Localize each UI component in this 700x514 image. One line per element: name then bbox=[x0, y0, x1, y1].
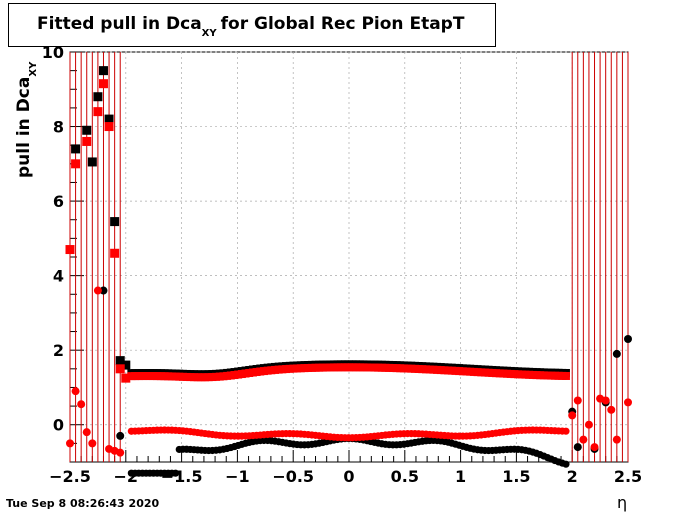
y-tick-label: 2 bbox=[53, 341, 64, 360]
x-tick-label: 0.5 bbox=[391, 467, 419, 486]
data-point-square-red bbox=[93, 107, 103, 117]
data-point-square-red bbox=[104, 122, 114, 132]
data-point-circle-red bbox=[584, 420, 593, 429]
data-point-square-black bbox=[98, 66, 108, 76]
data-point-circle-red bbox=[71, 387, 80, 396]
x-tick-label: −2.5 bbox=[49, 467, 91, 486]
data-point-square-red bbox=[82, 136, 92, 146]
data-point-circle-red bbox=[601, 396, 610, 405]
y-axis-label: pull in DcaXY bbox=[14, 61, 39, 178]
data-point-circle-red bbox=[88, 439, 97, 448]
data-point-circle-red bbox=[568, 411, 577, 420]
data-point-circle-red bbox=[93, 286, 102, 295]
y-tick-label: 10 bbox=[42, 43, 64, 62]
x-tick-label: −0.5 bbox=[272, 467, 314, 486]
data-point-circle-red bbox=[77, 400, 86, 409]
data-point-square-black bbox=[104, 114, 114, 124]
timestamp: Tue Sep 8 08:26:43 2020 bbox=[6, 497, 160, 510]
data-point-circle-black bbox=[612, 349, 621, 358]
data-point-circle-red bbox=[82, 428, 91, 437]
data-point-square-black bbox=[82, 125, 92, 135]
data-point-circle-red bbox=[607, 405, 616, 414]
chart-title: Fitted pull in DcaXY for Global Rec Pion … bbox=[37, 14, 465, 39]
data-point-circle-black bbox=[171, 469, 180, 477]
data-point-square-red bbox=[71, 159, 81, 169]
data-point-circle-red bbox=[612, 435, 621, 444]
data-point-circle-red bbox=[579, 435, 588, 444]
x-tick-label: 2.5 bbox=[614, 467, 642, 486]
data-point-circle-red bbox=[573, 396, 582, 405]
y-tick-label: 6 bbox=[53, 192, 64, 211]
data-point-square-black bbox=[115, 356, 125, 366]
data-point-square-red bbox=[110, 248, 120, 258]
data-point-square-red bbox=[115, 364, 125, 374]
data-point-square-black bbox=[93, 92, 103, 102]
data-point-circle-red bbox=[562, 427, 570, 435]
data-point-square-red bbox=[98, 79, 108, 89]
data-point-square-red bbox=[561, 371, 570, 380]
data-point-square-red bbox=[65, 245, 75, 255]
data-point-circle-red bbox=[590, 443, 599, 452]
data-point-square-black bbox=[110, 217, 120, 227]
data-point-square-black bbox=[71, 144, 81, 154]
data-point-circle-red bbox=[624, 398, 632, 407]
data-point-circle-black bbox=[573, 443, 582, 452]
data-point-circle-black bbox=[116, 431, 125, 440]
data-point-circle-black bbox=[624, 335, 632, 343]
y-tick-label: 4 bbox=[53, 267, 64, 286]
data-point-square-black bbox=[87, 157, 97, 167]
x-axis-label: η bbox=[617, 493, 628, 512]
x-tick-label: 0 bbox=[343, 467, 354, 486]
data-point-circle-black bbox=[562, 460, 570, 468]
data-point-circle-red bbox=[116, 448, 125, 457]
data-point-square-red bbox=[121, 373, 131, 383]
data-point-circle-black bbox=[99, 286, 108, 295]
x-tick-label: 1 bbox=[455, 467, 466, 486]
data-point-square-black bbox=[121, 360, 131, 370]
x-tick-label: 1.5 bbox=[502, 467, 530, 486]
chart-title-box: Fitted pull in DcaXY for Global Rec Pion … bbox=[8, 3, 496, 47]
x-tick-label: 2 bbox=[567, 467, 578, 486]
y-tick-label: 0 bbox=[53, 416, 64, 435]
x-tick-label: −1 bbox=[225, 467, 250, 486]
data-point-circle-red bbox=[66, 439, 74, 448]
y-tick-label: 8 bbox=[53, 118, 64, 137]
